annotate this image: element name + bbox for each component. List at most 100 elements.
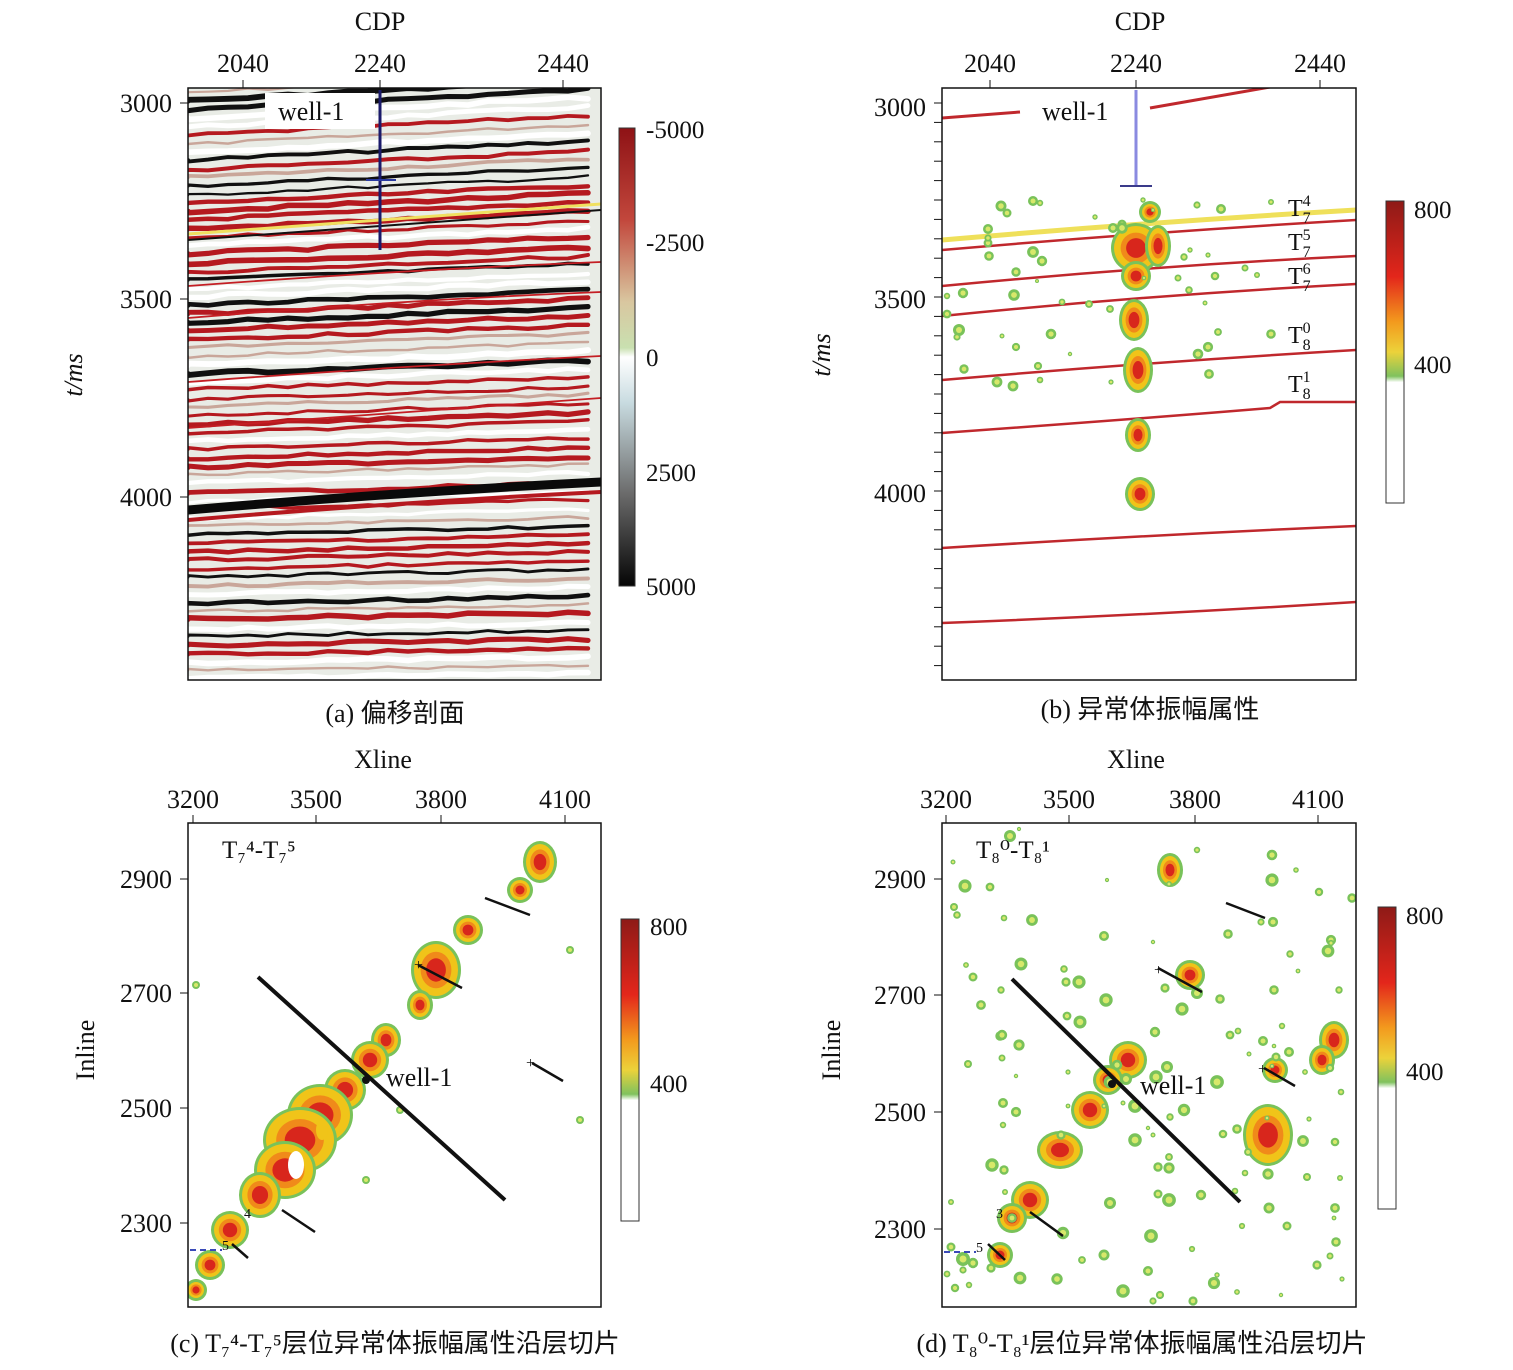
y-axis: 2900 2700 2500 2300 Inline [817, 865, 942, 1244]
svg-text:5: 5 [976, 1241, 983, 1256]
horizon-label-t8-0: T0 8 [1288, 320, 1311, 354]
y-tick-label: 2500 [874, 1098, 926, 1127]
colorbar-c: 800 400 [620, 914, 688, 1222]
x-tick-label: 3200 [167, 785, 219, 814]
panel-c: + + 5 4 well-1 T₇⁴-T₇⁵ 3200 3500 3800 41… [71, 745, 688, 1358]
colorbar-tick: 400 [1406, 1059, 1444, 1086]
x-axis-title: Xline [1107, 745, 1165, 774]
well-tracks: + + 5 4 [190, 896, 564, 1259]
colorbar-tick: 800 [650, 914, 688, 941]
svg-text:+: + [1154, 962, 1163, 979]
y-axis-title: Inline [71, 1020, 100, 1081]
colorbar-tick: -2500 [646, 230, 704, 257]
colorbar-b: 800 400 [1385, 197, 1452, 504]
colorbar-d: 800 400 [1377, 903, 1444, 1210]
svg-text:+: + [1258, 1061, 1267, 1078]
anomaly-blobs [943, 826, 1356, 1306]
horizon-lines [942, 88, 1356, 625]
colorbar-gradient [620, 918, 640, 1222]
x-tick-label: 2240 [1110, 49, 1162, 78]
horizon-label-t8-1: T1 8 [1288, 369, 1311, 403]
well-label: well-1 [1042, 97, 1108, 126]
y-axis: 3000 3500 4000 t/ms [59, 89, 188, 512]
y-tick-label: 2700 [120, 979, 172, 1008]
colorbar-tick: 800 [1414, 197, 1452, 224]
seismic-reflectors [188, 88, 601, 680]
panel-d: + + 5 3 well-1 T₈⁰-T₈¹ 3200 3500 3800 41… [817, 745, 1444, 1358]
colorbar-a: -5000 -2500 0 2500 5000 [618, 117, 704, 601]
y-tick-label: 2300 [874, 1215, 926, 1244]
section-line [1010, 977, 1242, 1204]
y-tick-label: 4000 [874, 479, 926, 508]
caption-c: (c) T₇⁴-T₇⁵层位异常体振幅属性沿层切片 [170, 1329, 620, 1358]
y-tick-label: 2900 [120, 865, 172, 894]
colorbar-tick: 400 [1414, 352, 1452, 379]
svg-text:5: 5 [222, 1239, 229, 1254]
x-tick-label: 3500 [290, 785, 342, 814]
horizon-labels: T4 7 T5 7 T6 7 T0 8 T1 8 [1288, 193, 1311, 403]
well-label: well-1 [1140, 1071, 1206, 1100]
y-axis-title: Inline [817, 1020, 846, 1081]
x-axis: 2040 2240 2440 CDP [964, 7, 1346, 88]
y-tick-label: 2500 [120, 1094, 172, 1123]
x-axis: 2040 2240 2440 CDP [217, 7, 589, 88]
colorbar-tick: -5000 [646, 117, 704, 144]
y-axis: 2900 2700 2500 2300 Inline [71, 865, 188, 1238]
x-tick-label: 4100 [539, 785, 591, 814]
y-axis: 3000 3500 4000 t/ms [807, 93, 926, 508]
x-tick-label: 2040 [217, 49, 269, 78]
y-tick-label: 2900 [874, 865, 926, 894]
y-tick-label: 3000 [120, 89, 172, 118]
x-axis: 3200 3500 3800 4100 Xline [167, 745, 591, 823]
colorbar-gradient [618, 127, 636, 587]
well-location [362, 1076, 370, 1084]
x-axis-title: Xline [354, 745, 412, 774]
x-tick-label: 4100 [1292, 785, 1344, 814]
panel-a: well-1 2040 2240 2440 CDP 3000 3500 4000… [59, 7, 704, 728]
svg-text:+: + [526, 1055, 535, 1072]
y-tick-label: 4000 [120, 483, 172, 512]
x-tick-label: 3800 [1169, 785, 1221, 814]
svg-text:4: 4 [244, 1207, 251, 1222]
colorbar-tick: 0 [646, 345, 659, 372]
y-tick-label: 2300 [120, 1209, 172, 1238]
colorbar-tick: 400 [650, 1071, 688, 1098]
colorbar-gradient [1385, 200, 1405, 504]
plot-frame [187, 87, 602, 681]
x-tick-label: 2440 [1294, 49, 1346, 78]
colorbar-tick: 2500 [646, 460, 696, 487]
plot-frame [941, 87, 1357, 681]
colorbar-tick: 800 [1406, 903, 1444, 930]
y-tick-label: 3000 [874, 93, 926, 122]
x-tick-label: 3200 [920, 785, 972, 814]
y-tick-label: 3500 [120, 285, 172, 314]
well-tracks: + + 5 3 [944, 901, 1296, 1261]
y-tick-label: 3500 [874, 285, 926, 314]
colorbar-tick: 5000 [646, 574, 696, 601]
slice-background [188, 823, 601, 1307]
section-line [256, 975, 507, 1202]
horizon-label-t7-4: T4 7 [1288, 193, 1311, 227]
well-label: well-1 [278, 97, 344, 126]
horizon-label-t7-6: T6 7 [1288, 261, 1311, 295]
anomaly-blobs [188, 841, 584, 1301]
x-tick-label: 3800 [415, 785, 467, 814]
y-minor-ticks [934, 102, 942, 667]
x-axis-title: CDP [355, 7, 406, 36]
y-axis-title: t/ms [59, 353, 88, 396]
x-tick-label: 2440 [537, 49, 589, 78]
x-tick-label: 3500 [1043, 785, 1095, 814]
y-axis-title: t/ms [807, 333, 836, 376]
caption-b: (b) 异常体振幅属性 [1041, 695, 1260, 724]
inset-label: T₈⁰-T₈¹ [976, 837, 1050, 864]
plot-frame [941, 822, 1357, 1308]
anomaly-blobs [942, 196, 1276, 511]
panel-b: well-1 2040 2240 2440 CDP 3000 3500 4000… [807, 7, 1452, 724]
x-tick-label: 2040 [964, 49, 1016, 78]
well-label: well-1 [386, 1063, 452, 1092]
well-location [1108, 1080, 1116, 1088]
x-axis: 3200 3500 3800 4100 Xline [920, 745, 1344, 823]
x-axis-title: CDP [1115, 7, 1166, 36]
horizon-label-t7-5: T5 7 [1288, 227, 1311, 261]
